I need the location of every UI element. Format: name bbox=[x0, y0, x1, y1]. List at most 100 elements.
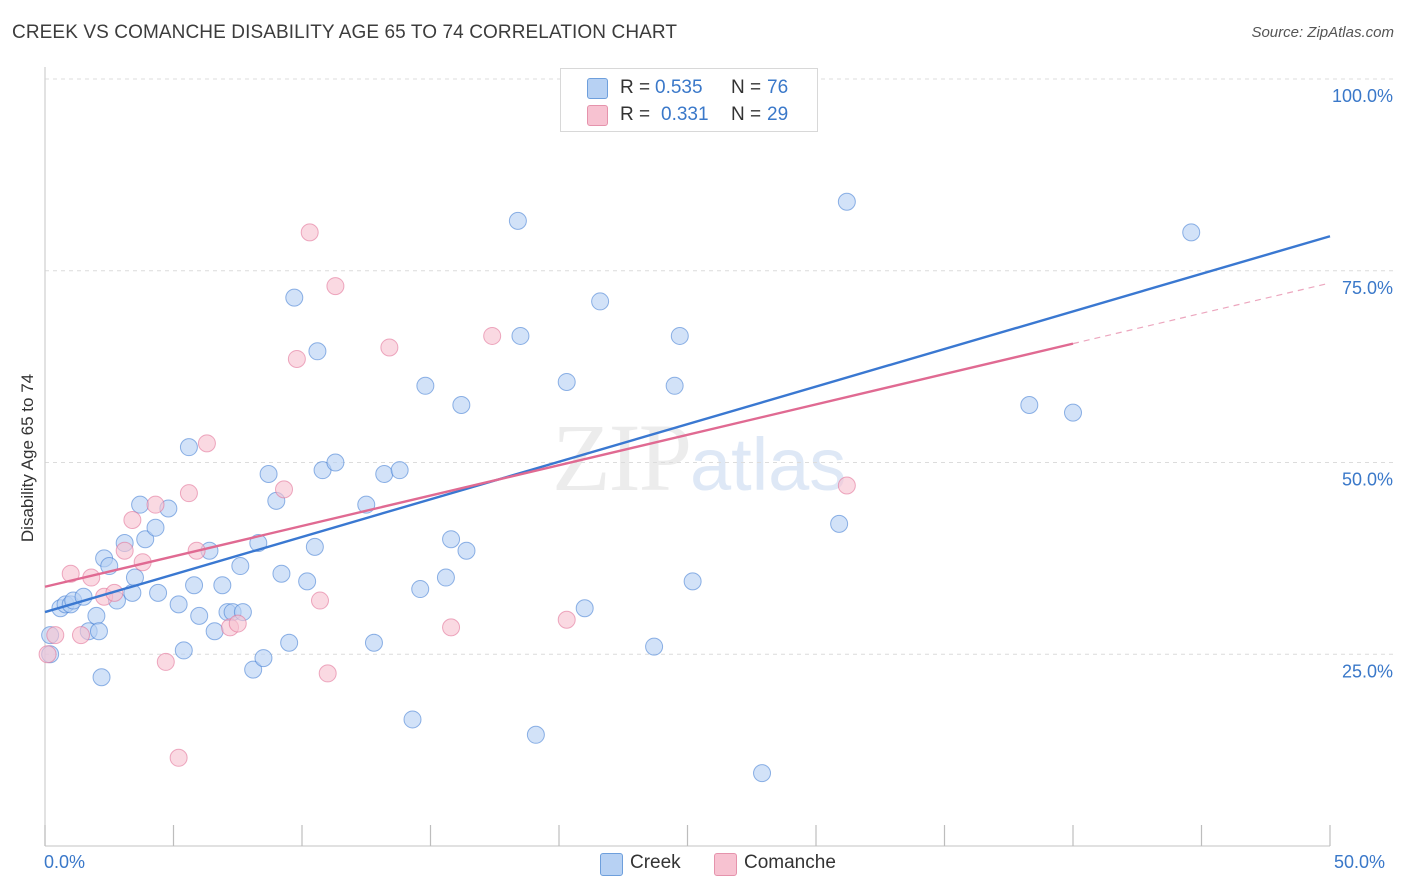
creek-point-36 bbox=[254, 649, 273, 668]
comanche-point-0 bbox=[38, 645, 57, 664]
creek-point-57 bbox=[457, 541, 476, 560]
comanche-point-11 bbox=[156, 652, 175, 671]
creek-point-43 bbox=[305, 537, 324, 556]
legend-r-label: R = bbox=[620, 104, 651, 125]
creek-point-44 bbox=[308, 342, 327, 361]
legend-swatch-creek bbox=[600, 853, 623, 876]
creek-point-34 bbox=[244, 660, 263, 679]
legend-label-comanche: Comanche bbox=[744, 852, 836, 873]
creek-point-64 bbox=[645, 637, 664, 656]
creek-point-32 bbox=[231, 557, 250, 576]
comanche-point-23 bbox=[326, 277, 345, 296]
creek-point-8 bbox=[87, 606, 106, 625]
creek-point-49 bbox=[375, 465, 394, 484]
creek-point-72 bbox=[837, 192, 856, 211]
legend-swatch-comanche bbox=[587, 105, 608, 126]
series-legend: Creek Comanche bbox=[0, 852, 1406, 878]
stats-legend: R = 0.535 N = 76 R = 0.331 N = 29 bbox=[560, 68, 818, 132]
x-axis-min-label: 0.0% bbox=[44, 852, 86, 872]
comanche-point-10 bbox=[146, 495, 165, 514]
legend-swatch-creek bbox=[587, 78, 608, 99]
creek-point-19 bbox=[146, 518, 165, 537]
creek-point-66 bbox=[665, 376, 684, 395]
comanche-point-15 bbox=[197, 434, 216, 453]
legend-n-label: N = bbox=[731, 77, 762, 98]
creek-point-26 bbox=[190, 606, 209, 625]
chart-title: CREEK VS COMANCHE DISABILITY AGE 65 TO 7… bbox=[12, 22, 678, 43]
creek-point-69 bbox=[753, 764, 772, 783]
creek-point-25 bbox=[185, 576, 204, 595]
creek-point-52 bbox=[411, 580, 430, 599]
comanche-point-3 bbox=[71, 626, 90, 645]
comanche-point-1 bbox=[46, 626, 65, 645]
comanche-trend-line bbox=[44, 342, 1074, 588]
chart-source: Source: ZipAtlas.com bbox=[1251, 24, 1394, 41]
comanche-point-13 bbox=[179, 484, 198, 503]
creek-point-37 bbox=[259, 465, 278, 484]
creek-point-24 bbox=[179, 438, 198, 457]
creek-point-74 bbox=[1064, 403, 1082, 422]
comanche-point-2 bbox=[61, 564, 80, 583]
creek-point-60 bbox=[526, 725, 545, 744]
legend-r-value-creek: 0.535 bbox=[655, 77, 703, 98]
y-tick-label-1: 75.0% bbox=[1342, 278, 1393, 298]
comanche-point-7 bbox=[115, 541, 134, 560]
creek-point-62 bbox=[575, 599, 594, 618]
creek-point-61 bbox=[557, 372, 576, 391]
creek-point-73 bbox=[1020, 395, 1039, 414]
creek-point-68 bbox=[683, 572, 702, 591]
creek-point-50 bbox=[390, 461, 409, 480]
creek-point-28 bbox=[205, 622, 224, 641]
creek-point-56 bbox=[452, 395, 471, 414]
legend-label-creek: Creek bbox=[630, 852, 681, 873]
creek-point-54 bbox=[436, 568, 455, 587]
legend-n-value-comanche: 29 bbox=[767, 104, 789, 125]
creek-point-67 bbox=[670, 326, 689, 345]
creek-point-75 bbox=[1182, 223, 1201, 242]
creek-point-42 bbox=[298, 572, 317, 591]
watermark-atlas: atlas bbox=[690, 423, 847, 506]
comanche-point-24 bbox=[380, 338, 399, 357]
comanche-point-25 bbox=[442, 618, 461, 637]
creek-point-48 bbox=[364, 633, 383, 652]
y-axis-label: Disability Age 65 to 74 bbox=[18, 373, 37, 543]
y-tick-label-3: 25.0% bbox=[1342, 661, 1393, 681]
creek-trend-line bbox=[44, 235, 1331, 614]
comanche-point-20 bbox=[300, 223, 319, 242]
creek-point-40 bbox=[280, 633, 299, 652]
creek-point-20 bbox=[149, 583, 168, 602]
comanche-point-17 bbox=[228, 614, 247, 633]
creek-point-46 bbox=[326, 453, 345, 472]
creek-point-10 bbox=[92, 668, 111, 687]
comanche-trend-extension bbox=[1072, 282, 1331, 345]
comanche-point-19 bbox=[287, 349, 306, 368]
creek-point-58 bbox=[508, 211, 527, 230]
comanche-point-18 bbox=[275, 480, 294, 499]
comanche-point-21 bbox=[310, 591, 329, 610]
creek-point-53 bbox=[416, 376, 435, 395]
legend-r-value-comanche: 0.331 bbox=[661, 104, 709, 125]
creek-point-29 bbox=[213, 576, 232, 595]
creek-point-51 bbox=[403, 710, 422, 729]
creek-point-17 bbox=[131, 495, 150, 514]
creek-point-55 bbox=[442, 530, 461, 549]
comanche-point-27 bbox=[557, 610, 576, 629]
creek-point-23 bbox=[174, 641, 193, 660]
comanche-point-12 bbox=[169, 748, 188, 767]
y-tick-label-0: 100.0% bbox=[1332, 86, 1393, 106]
legend-r-label: R = bbox=[620, 77, 651, 98]
y-tick-label-2: 50.0% bbox=[1342, 470, 1393, 490]
creek-point-22 bbox=[169, 595, 188, 614]
creek-point-41 bbox=[285, 288, 304, 307]
creek-point-18 bbox=[136, 530, 155, 549]
creek-point-9 bbox=[89, 622, 108, 641]
creek-point-63 bbox=[591, 292, 610, 311]
comanche-point-26 bbox=[483, 326, 502, 345]
creek-point-39 bbox=[272, 564, 291, 583]
creek-point-59 bbox=[511, 326, 530, 345]
comanche-point-28 bbox=[837, 476, 856, 495]
legend-n-label: N = bbox=[731, 104, 762, 125]
legend-swatch-comanche bbox=[714, 853, 737, 876]
x-axis-max-label: 50.0% bbox=[1334, 852, 1386, 872]
